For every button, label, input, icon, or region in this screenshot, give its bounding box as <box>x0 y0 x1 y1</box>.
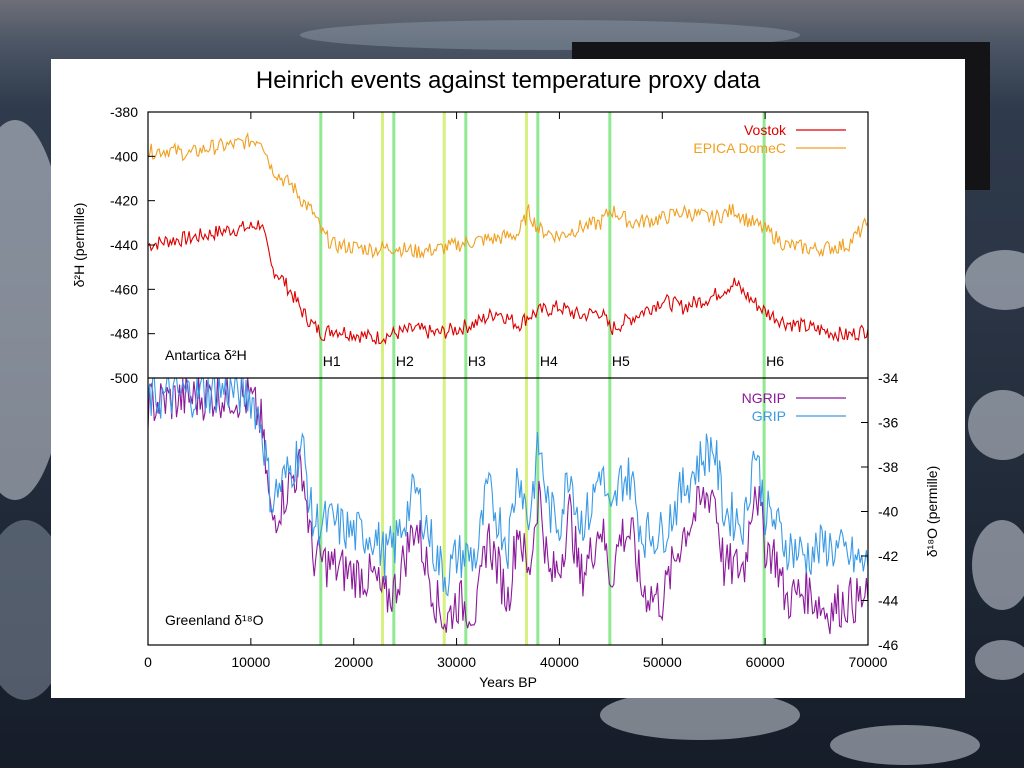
y-axis-label-right: δ¹⁸O (permille) <box>924 466 940 557</box>
y-tick-label-right: -34 <box>878 370 898 386</box>
x-tick-label: 50000 <box>643 654 682 670</box>
legend-label-ngrip: NGRIP <box>742 390 786 406</box>
series-line-epica-domec <box>147 131 869 259</box>
x-axis-label: Years BP <box>479 674 537 690</box>
ice-floe <box>600 690 800 740</box>
x-tick-label: 0 <box>144 654 152 670</box>
ice-floe <box>830 725 980 765</box>
ice-floe <box>972 520 1024 610</box>
heinrich-label-h6: H6 <box>766 353 784 369</box>
ice-floe <box>965 250 1024 310</box>
y-tick-label-left: -480 <box>110 326 138 342</box>
series-line-grip <box>147 376 869 597</box>
y-tick-label-left: -400 <box>110 148 138 164</box>
x-tick-label: 30000 <box>437 654 476 670</box>
heinrich-label-h2: H2 <box>396 353 414 369</box>
y-tick-label-right: -36 <box>878 415 898 431</box>
chart-title: Heinrich events against temperature prox… <box>255 67 761 94</box>
region-label-antarctica: Antartica δ²H <box>165 347 247 363</box>
legend-label-epica-domec: EPICA DomeC <box>693 140 786 156</box>
y-tick-label-right: -46 <box>878 637 898 653</box>
x-tick-label: 20000 <box>334 654 373 670</box>
y-tick-label-right: -42 <box>878 548 898 564</box>
x-tick-label: 10000 <box>231 654 270 670</box>
legend-label-vostok: Vostok <box>744 122 787 138</box>
y-tick-label-left: -440 <box>110 237 138 253</box>
ice-floe <box>968 390 1024 460</box>
y-axis-label-left: δ²H (permille) <box>71 203 87 288</box>
x-tick-label: 70000 <box>849 654 888 670</box>
heinrich-label-h1: H1 <box>323 353 341 369</box>
y-tick-label-right: -40 <box>878 504 898 520</box>
y-tick-label-left: -380 <box>110 104 138 120</box>
x-tick-label: 60000 <box>746 654 785 670</box>
ice-floe <box>975 640 1024 680</box>
chart-svg: -380-400-420-440-460-480-500 -34-36-38-40… <box>71 104 940 690</box>
y-tick-label-left: -500 <box>110 370 138 386</box>
heinrich-label-h4: H4 <box>540 353 558 369</box>
legend-label-grip: GRIP <box>752 408 786 424</box>
y-tick-label-right: -44 <box>878 593 898 609</box>
y-tick-label-left: -460 <box>110 281 138 297</box>
heinrich-label-h3: H3 <box>468 353 486 369</box>
y-tick-label-right: -38 <box>878 459 898 475</box>
chart-panel: Heinrich events against temperature prox… <box>51 59 965 698</box>
heinrich-label-h5: H5 <box>612 353 630 369</box>
series-line-vostok <box>147 220 869 346</box>
region-label-greenland: Greenland δ¹⁸O <box>165 612 264 628</box>
series-line-ngrip <box>147 377 869 635</box>
y-tick-label-left: -420 <box>110 193 138 209</box>
x-tick-label: 40000 <box>540 654 579 670</box>
